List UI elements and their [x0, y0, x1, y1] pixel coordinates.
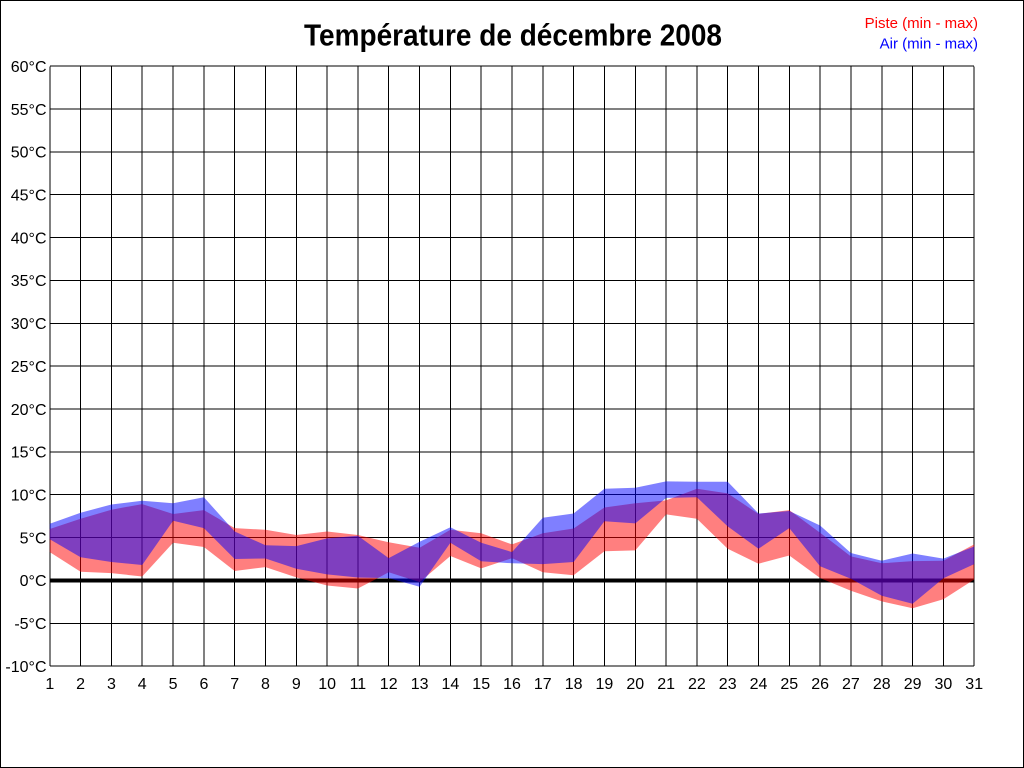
svg-text:4: 4 — [138, 676, 147, 693]
svg-text:15: 15 — [472, 676, 490, 693]
svg-text:5: 5 — [169, 676, 178, 693]
svg-text:30°C: 30°C — [11, 316, 47, 333]
svg-text:5°C: 5°C — [20, 530, 47, 547]
svg-text:6: 6 — [199, 676, 208, 693]
svg-text:20: 20 — [626, 676, 644, 693]
svg-text:19: 19 — [596, 676, 614, 693]
svg-text:2: 2 — [76, 676, 85, 693]
svg-text:60°C: 60°C — [11, 59, 47, 76]
svg-text:14: 14 — [442, 676, 460, 693]
svg-text:26: 26 — [811, 676, 829, 693]
svg-text:45°C: 45°C — [11, 188, 47, 205]
svg-text:12: 12 — [380, 676, 398, 693]
svg-text:18: 18 — [565, 676, 583, 693]
svg-text:25: 25 — [780, 676, 798, 693]
svg-text:16: 16 — [503, 676, 521, 693]
svg-text:28: 28 — [873, 676, 891, 693]
svg-text:17: 17 — [534, 676, 552, 693]
svg-text:7: 7 — [230, 676, 239, 693]
svg-text:24: 24 — [750, 676, 768, 693]
svg-text:20°C: 20°C — [11, 402, 47, 419]
svg-text:29: 29 — [904, 676, 922, 693]
svg-text:40°C: 40°C — [11, 230, 47, 247]
svg-text:10: 10 — [318, 676, 336, 693]
svg-text:0°C: 0°C — [20, 573, 47, 590]
svg-text:55°C: 55°C — [11, 102, 47, 119]
svg-text:-10°C: -10°C — [5, 659, 46, 676]
svg-text:50°C: 50°C — [11, 145, 47, 162]
svg-text:13: 13 — [411, 676, 429, 693]
svg-text:27: 27 — [842, 676, 860, 693]
svg-text:10°C: 10°C — [11, 488, 47, 505]
svg-text:1: 1 — [45, 676, 54, 693]
svg-text:35°C: 35°C — [11, 273, 47, 290]
svg-text:-5°C: -5°C — [14, 616, 46, 633]
svg-text:8: 8 — [261, 676, 270, 693]
svg-text:21: 21 — [657, 676, 675, 693]
svg-text:30: 30 — [935, 676, 953, 693]
svg-text:Température de décembre 2008: Température de décembre 2008 — [304, 18, 722, 53]
svg-text:Piste (min - max): Piste (min - max) — [865, 15, 978, 32]
svg-text:9: 9 — [292, 676, 301, 693]
svg-text:25°C: 25°C — [11, 359, 47, 376]
svg-text:11: 11 — [350, 676, 367, 693]
svg-text:15°C: 15°C — [11, 445, 47, 462]
svg-text:31: 31 — [965, 676, 983, 693]
svg-text:23: 23 — [719, 676, 737, 693]
svg-text:22: 22 — [688, 676, 706, 693]
svg-text:Air (min - max): Air (min - max) — [880, 36, 978, 53]
svg-text:3: 3 — [107, 676, 116, 693]
